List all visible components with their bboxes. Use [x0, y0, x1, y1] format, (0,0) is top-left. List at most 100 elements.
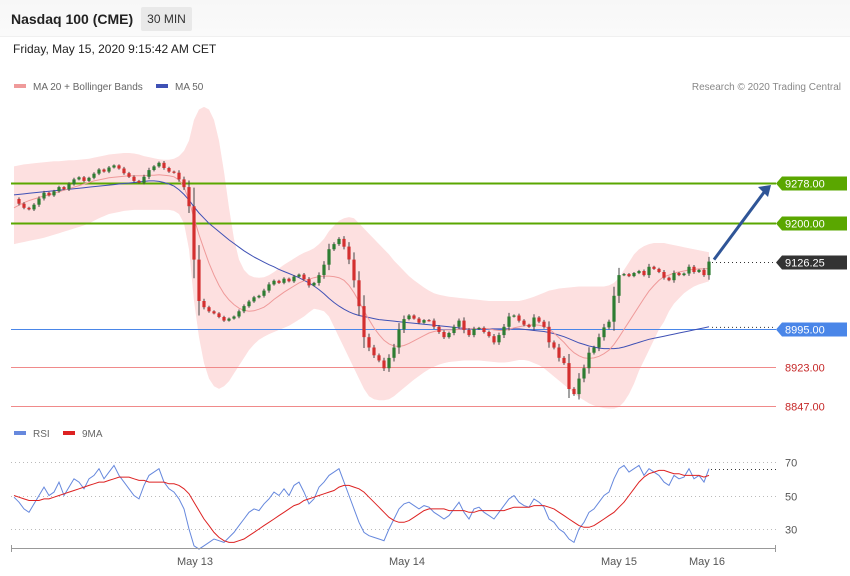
candle — [402, 319, 406, 330]
candle — [522, 320, 526, 325]
rsi-legend-label: RSI — [33, 429, 50, 440]
candle — [482, 327, 486, 332]
price-panel: 9278.00 9200.00 8995.00 8923.00 8847.00 9126.… — [11, 106, 847, 414]
credit-label: Research © 2020 Trading Central — [692, 82, 841, 93]
candle — [177, 172, 181, 180]
timestamp: Friday, May 15, 2020 9:15:42 AM CET — [13, 42, 217, 56]
candle — [222, 317, 226, 321]
candle — [327, 249, 331, 265]
time-axis: May 13 May 14 May 15 May 16 — [11, 545, 776, 568]
candle — [242, 306, 246, 312]
candle — [132, 176, 136, 181]
candle — [27, 207, 31, 210]
x-tick-label-2: May 15 — [601, 556, 637, 568]
legend: MA 20 + Bollinger Bands MA 50 Research © 2… — [14, 82, 841, 440]
candle — [277, 280, 281, 283]
candle — [617, 275, 621, 296]
candle — [182, 179, 186, 188]
last-price-tag — [776, 255, 847, 270]
candle — [32, 204, 36, 210]
candle — [162, 162, 166, 168]
candle — [67, 184, 71, 190]
candle — [597, 337, 601, 348]
candle — [192, 206, 196, 260]
candle — [37, 198, 41, 205]
x-tick-label-1: May 14 — [389, 556, 425, 568]
candle — [282, 278, 286, 283]
candle — [532, 317, 536, 327]
candle — [552, 342, 556, 348]
candle — [592, 347, 596, 353]
candle — [647, 266, 651, 276]
candle — [562, 357, 566, 364]
candle — [302, 274, 306, 280]
rsi-panel: 30 50 70 — [11, 458, 797, 550]
candle — [477, 327, 481, 330]
candle — [262, 290, 266, 296]
candle — [397, 329, 401, 348]
interval-badge[interactable]: 30 MIN — [141, 7, 192, 31]
candle — [697, 269, 701, 272]
rsi-legend-swatch — [14, 431, 26, 435]
candle — [272, 280, 276, 285]
candle — [62, 187, 66, 190]
candle — [627, 274, 631, 277]
candle — [87, 177, 91, 181]
candle — [82, 177, 86, 181]
candle — [572, 388, 576, 395]
candle — [377, 355, 381, 361]
candle — [332, 244, 336, 250]
candle — [657, 268, 661, 272]
candle — [187, 187, 191, 207]
candle — [292, 276, 296, 282]
candle — [447, 333, 451, 338]
candle — [622, 274, 626, 276]
candle — [472, 328, 476, 336]
candle — [337, 238, 341, 245]
candle — [667, 277, 671, 281]
candle — [47, 192, 51, 196]
bollinger-band — [14, 106, 709, 409]
candle — [497, 335, 501, 343]
level-label-3: 8923.00 — [785, 363, 825, 375]
rsi-ma-legend-label: 9MA — [82, 429, 103, 440]
x-tick-label-0: May 13 — [177, 556, 213, 568]
candle — [542, 321, 546, 327]
candle — [452, 326, 456, 333]
candle — [237, 311, 241, 317]
candle — [197, 259, 201, 301]
candle — [217, 313, 221, 317]
candle — [487, 332, 491, 337]
candle — [42, 192, 46, 199]
ma20-legend-swatch — [14, 84, 26, 88]
ma50-legend-label: MA 50 — [175, 82, 204, 93]
candle — [582, 368, 586, 379]
level-label-2: 8995.00 — [785, 325, 825, 337]
candle — [212, 311, 216, 314]
candle — [317, 275, 321, 283]
chart-header: Nasdaq 100 (CME) 30 MIN — [0, 0, 850, 37]
candle — [227, 318, 231, 321]
level-tag-2 — [776, 322, 847, 337]
candle — [652, 266, 656, 269]
candle — [632, 273, 636, 277]
candle — [352, 259, 356, 281]
candle — [662, 272, 666, 278]
candle — [512, 315, 516, 317]
candle — [392, 347, 396, 358]
candle — [567, 363, 571, 389]
candle — [677, 273, 681, 276]
candle — [412, 315, 416, 319]
forecast-arrowhead — [758, 185, 771, 197]
candle — [407, 315, 411, 320]
candle — [637, 271, 641, 274]
candle — [342, 238, 346, 247]
candle — [577, 378, 581, 395]
candle — [387, 357, 391, 369]
ma20-legend-label: MA 20 + Bollinger Bands — [33, 82, 143, 93]
candle — [117, 165, 121, 169]
x-tick-label-3: May 16 — [689, 556, 725, 568]
candle — [167, 168, 171, 172]
candle — [437, 326, 441, 332]
